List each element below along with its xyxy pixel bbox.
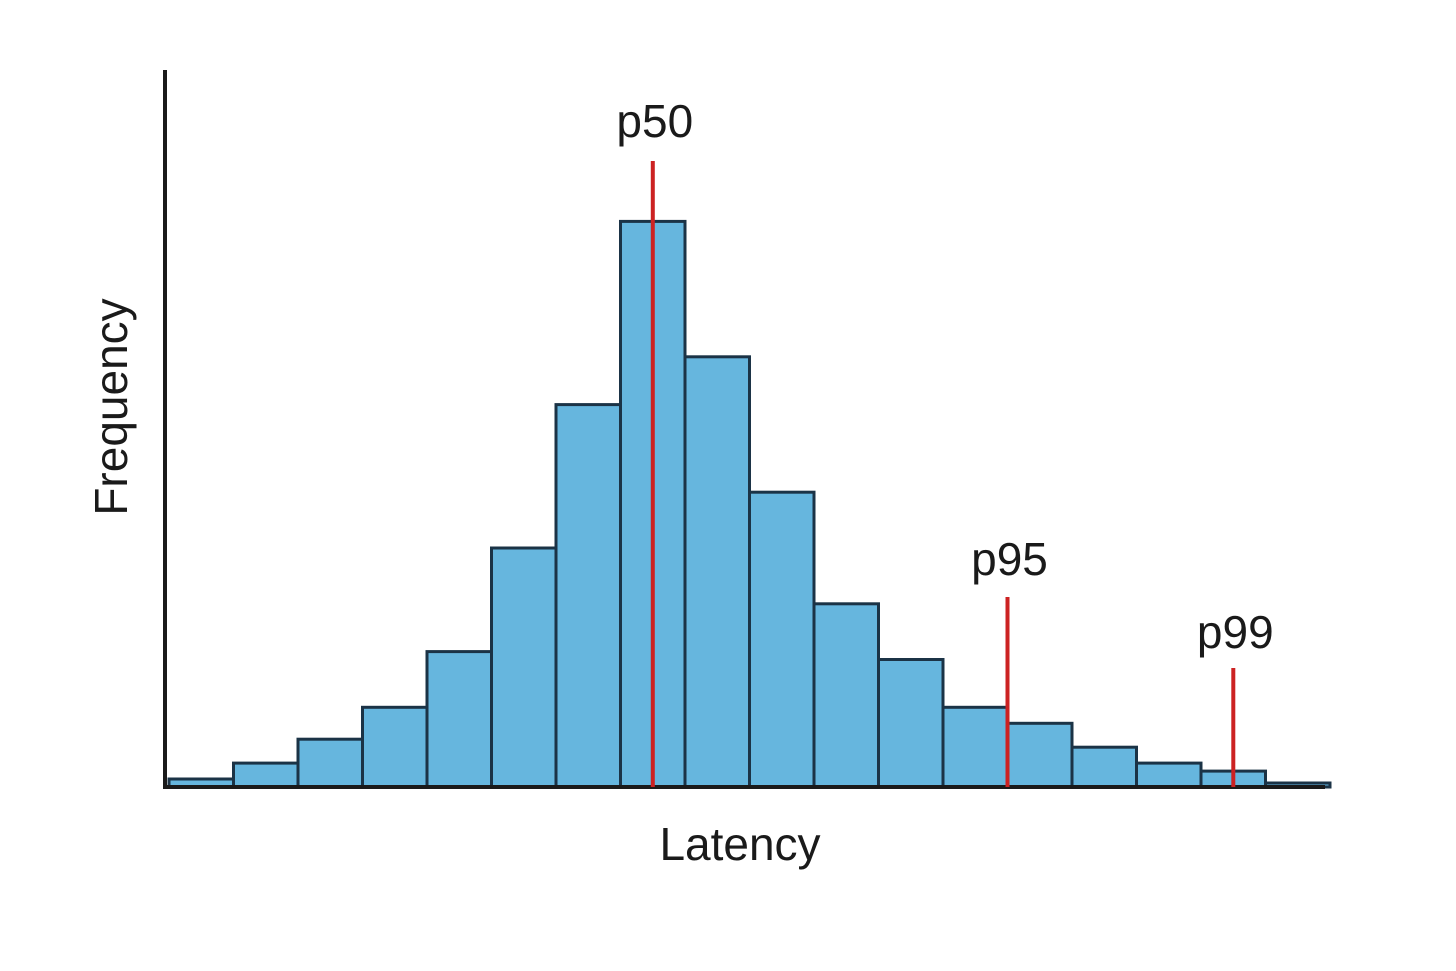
- histogram-bar-14: [1006, 721, 1074, 789]
- histogram-bar-2: [232, 761, 300, 789]
- histogram-bar-16: [1135, 761, 1203, 789]
- markers-layer: p50 p95 p99: [616, 95, 1274, 787]
- histogram-bar-5: [425, 650, 493, 789]
- p50-marker-label: p50: [616, 95, 693, 147]
- x-axis-label: Latency: [659, 818, 820, 870]
- histogram-bar-10: [748, 490, 816, 789]
- bars-layer: [167, 219, 1332, 789]
- histogram-bar-3: [296, 737, 364, 789]
- histogram-bar-12: [877, 658, 945, 789]
- y-axis-label: Frequency: [85, 298, 137, 515]
- axes-layer: [163, 70, 1325, 789]
- histogram-bar-6: [490, 546, 558, 789]
- histogram-bar-7: [554, 403, 622, 789]
- histogram-bar-11: [812, 602, 880, 789]
- p95-marker-label: p95: [971, 533, 1048, 585]
- histogram-bar-15: [1070, 745, 1138, 789]
- histogram-bar-9: [683, 355, 751, 789]
- histogram-bar-4: [361, 705, 429, 789]
- p99-marker-label: p99: [1197, 606, 1274, 658]
- histogram-bar-13: [941, 705, 1009, 789]
